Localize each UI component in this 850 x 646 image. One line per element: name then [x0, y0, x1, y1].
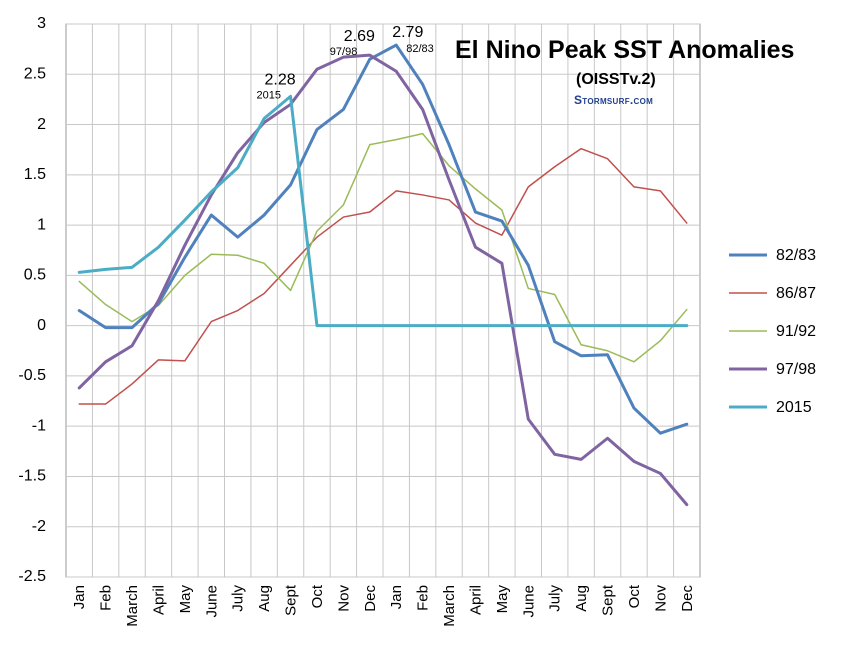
- credit-label: Stormsurf.com: [574, 93, 653, 107]
- x-tick-label: Nov: [335, 585, 352, 612]
- x-tick-label: Sept: [600, 584, 617, 616]
- y-tick-label: -1: [32, 417, 46, 434]
- y-tick-label: -2.5: [18, 568, 46, 585]
- legend-label: 82/83: [776, 247, 816, 264]
- y-axis-ticks: 3 2.5 2 1.5 1 0.5 0 -0.5 -1 -1.5 -2 -2.5: [18, 15, 46, 585]
- peak-value-label: 2.79: [392, 24, 423, 41]
- peak-value-label: 2.28: [265, 71, 296, 88]
- legend-label: 86/87: [776, 285, 816, 302]
- x-tick-label: July: [547, 585, 564, 612]
- chart-subtitle: (OISSTv.2): [576, 71, 656, 88]
- series-line-97-98: [77, 53, 689, 507]
- y-tick-label: 0.5: [24, 267, 46, 284]
- x-tick-label: June: [203, 585, 220, 618]
- y-tick-label: 3: [37, 15, 46, 32]
- x-tick-label: Nov: [652, 585, 669, 612]
- series-line-2015: [77, 94, 689, 328]
- x-tick-label: Feb: [415, 585, 432, 611]
- x-tick-label: Aug: [573, 585, 590, 612]
- x-tick-label: May: [494, 585, 511, 614]
- series-line-86-87: [78, 147, 688, 405]
- y-tick-label: -2: [32, 518, 46, 535]
- y-tick-label: 2.5: [24, 65, 46, 82]
- peak-series-label: 82/83: [406, 43, 434, 55]
- x-axis-ticks: Jan Feb March April May June July Aug Sept Oct Nov…: [71, 584, 696, 627]
- x-tick-label: May: [177, 585, 194, 614]
- x-tick-label: July: [230, 585, 247, 612]
- legend: 82/83 86/87 91/92 97/98 2015: [729, 247, 816, 416]
- x-tick-label: Dec: [679, 585, 696, 612]
- y-tick-label: -0.5: [18, 367, 46, 384]
- y-tick-label: 1: [37, 216, 46, 233]
- x-tick-label: April: [467, 585, 484, 615]
- y-tick-label: 0: [37, 317, 46, 334]
- chart-title: El Nino Peak SST Anomalies: [455, 36, 794, 64]
- x-tick-label: Jan: [71, 585, 88, 609]
- x-tick-label: Sept: [283, 584, 300, 616]
- x-tick-label: April: [150, 585, 167, 615]
- x-tick-label: Feb: [98, 585, 115, 611]
- x-tick-label: June: [520, 585, 537, 618]
- y-tick-label: 2: [37, 116, 46, 133]
- series-line-91-92: [78, 132, 688, 363]
- peak-series-label: 2015: [257, 89, 281, 101]
- x-tick-label: Dec: [362, 585, 379, 612]
- series-lines: [77, 43, 689, 507]
- series-line-82-83: [77, 43, 689, 435]
- x-tick-label: March: [124, 585, 141, 627]
- peak-value-label: 2.69: [344, 28, 375, 45]
- y-tick-label: 1.5: [24, 166, 46, 183]
- x-tick-label: March: [441, 585, 458, 627]
- legend-label: 91/92: [776, 323, 816, 340]
- peak-series-label: 97/98: [330, 46, 358, 58]
- x-tick-label: Oct: [626, 584, 643, 608]
- x-tick-label: Jan: [388, 585, 405, 609]
- x-tick-label: Aug: [256, 585, 273, 612]
- x-tick-label: Oct: [309, 584, 326, 608]
- legend-label: 2015: [776, 399, 812, 416]
- y-tick-label: -1.5: [18, 468, 46, 485]
- legend-label: 97/98: [776, 361, 816, 378]
